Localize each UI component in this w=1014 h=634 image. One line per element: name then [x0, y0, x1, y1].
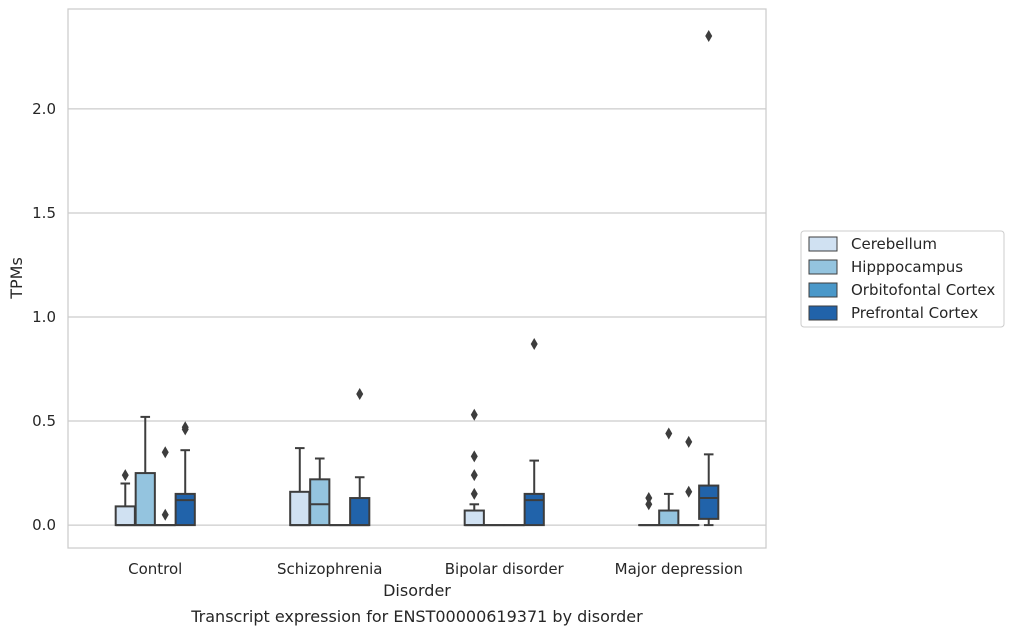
box-orbitofontal-cortex	[678, 435, 700, 527]
box-hipppocampus	[134, 415, 156, 527]
y-axis-ticks: 0.0 0.5 1.0 1.5 2.0	[32, 100, 56, 534]
x-axis-ticks: Control Schizophrenia Bipolar disorder Majo…	[128, 560, 743, 578]
box-cerebellum	[289, 447, 311, 527]
y-axis-label: TPMs	[7, 257, 26, 300]
legend-frame	[800, 230, 1005, 328]
outlier-point	[470, 469, 478, 482]
x-tick-label: Major depression	[615, 560, 743, 578]
outlier-point	[530, 338, 538, 351]
x-axis-label: Disorder	[383, 581, 451, 600]
box-prefrontal-cortex	[698, 30, 720, 527]
legend-label: Orbitofontal Cortex	[851, 281, 995, 299]
box-prefrontal-cortex	[523, 338, 545, 527]
outlier-point	[181, 421, 189, 434]
box-body	[658, 509, 680, 527]
outlier-point	[161, 508, 169, 521]
x-tick-label: Bipolar disorder	[445, 560, 565, 578]
legend-label: Hipppocampus	[851, 258, 963, 276]
legend-swatch	[808, 305, 838, 321]
outlier-point	[121, 469, 129, 482]
outlier-point	[161, 446, 169, 459]
box-hipppocampus	[309, 457, 331, 527]
outlier-point	[665, 427, 673, 440]
box-body	[174, 492, 196, 527]
outlier-point	[645, 492, 653, 505]
outlier-point	[356, 388, 364, 400]
box-series	[114, 30, 720, 527]
box-body	[523, 492, 545, 527]
y-tick-label: 1.0	[32, 308, 56, 326]
y-tick-label: 1.5	[32, 204, 56, 222]
y-tick-label: 0.0	[32, 516, 56, 534]
box-body	[309, 478, 331, 527]
legend: Cerebellum Hipppocampus Orbitofontal Corte…	[800, 230, 1005, 328]
x-tick-label: Schizophrenia	[277, 560, 382, 578]
chart-caption: Transcript expression for ENST0000061937…	[190, 607, 643, 626]
outlier-point	[685, 485, 693, 498]
box-body	[463, 509, 485, 527]
legend-label: Prefrontal Cortex	[851, 304, 978, 322]
box-cerebellum	[463, 408, 485, 527]
box-body	[349, 497, 371, 527]
box-cerebellum	[638, 492, 660, 527]
legend-swatch	[808, 236, 838, 252]
legend-swatch	[808, 259, 838, 275]
box-prefrontal-cortex	[174, 421, 196, 527]
box-body	[289, 490, 311, 527]
outlier-point	[685, 435, 693, 448]
box-prefrontal-cortex	[349, 388, 371, 527]
outlier-point	[470, 450, 478, 463]
outlier-point	[470, 408, 478, 421]
box-body	[134, 472, 156, 527]
grid-lines	[68, 108, 766, 526]
legend-label: Cerebellum	[851, 235, 937, 253]
box-body	[698, 484, 720, 520]
box-cerebellum	[114, 469, 136, 527]
y-tick-label: 0.5	[32, 412, 56, 430]
x-tick-label: Control	[128, 560, 182, 578]
box-body	[114, 505, 136, 527]
y-tick-label: 2.0	[32, 100, 56, 118]
plot-frame	[67, 8, 767, 549]
legend-swatch	[808, 282, 838, 298]
box-hipppocampus	[658, 427, 680, 527]
outlier-point	[705, 30, 713, 43]
box-orbitofontal-cortex	[154, 446, 176, 527]
outlier-point	[645, 498, 653, 511]
outlier-point	[470, 487, 478, 500]
